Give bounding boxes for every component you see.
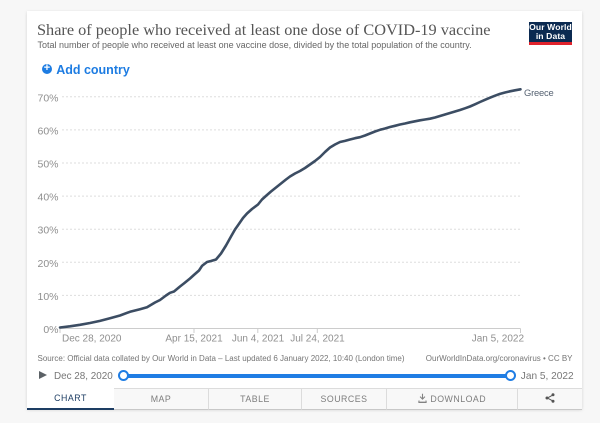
svg-text:0%: 0% [43, 324, 58, 336]
svg-text:Dec 28, 2020: Dec 28, 2020 [62, 334, 122, 345]
svg-text:Jul 24, 2021: Jul 24, 2021 [290, 334, 345, 345]
svg-text:Greece: Greece [524, 87, 554, 98]
svg-text:60%: 60% [37, 125, 58, 137]
svg-text:50%: 50% [37, 159, 58, 171]
svg-text:Jun 4, 2021: Jun 4, 2021 [232, 334, 285, 345]
svg-text:Jan 5, 2022: Jan 5, 2022 [472, 334, 525, 345]
svg-text:10%: 10% [37, 291, 58, 303]
svg-text:40%: 40% [37, 192, 58, 204]
svg-text:70%: 70% [37, 92, 58, 104]
svg-text:20%: 20% [37, 258, 58, 270]
svg-text:30%: 30% [37, 225, 58, 237]
svg-text:Apr 15, 2021: Apr 15, 2021 [165, 334, 223, 345]
